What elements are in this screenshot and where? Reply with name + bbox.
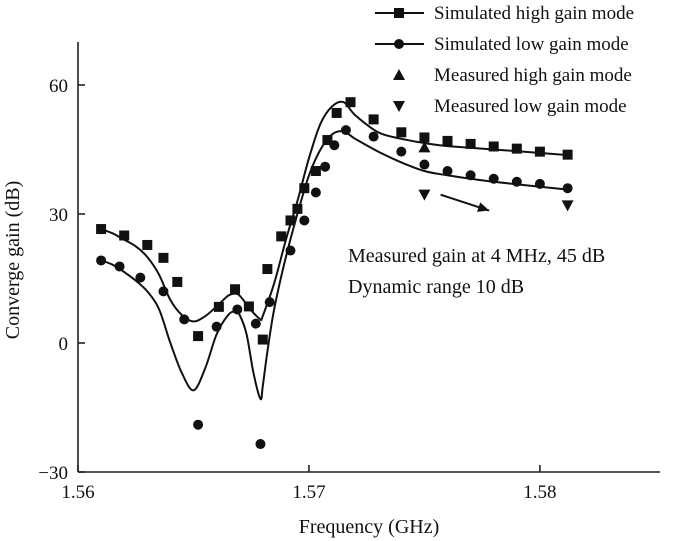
x-axis-title: Frequency (GHz) [299,516,440,538]
data-point-sim-high [262,264,273,275]
series-layer [96,97,574,450]
data-point-sim-high [465,138,476,149]
data-point-sim-low [96,255,107,266]
y-tick-label: 30 [49,205,68,226]
x-tick-label: 1.57 [292,482,325,503]
series-meas-low [418,189,574,212]
series-extra-circle [193,419,266,450]
data-point-sim-low [442,166,453,176]
data-point-sim-high [331,107,342,118]
data-point-sim-high [142,239,153,250]
legend-marker-meas-low [393,101,405,112]
data-point-sim-low [562,183,573,194]
y-tick-label: 0 [59,334,69,355]
legend-label-meas-high: Measured high gain mode [434,65,632,86]
annotation-arrow-layer [440,193,490,212]
series-meas-high [418,141,431,153]
data-point-sim-low [285,245,296,256]
data-point-meas-high [418,141,431,153]
x-tick-label: 1.56 [61,482,94,503]
legend-label-meas-low: Measured low gain mode [434,96,627,117]
data-point-sim-high [257,334,268,345]
annotation-measured-gain: Measured gain at 4 MHz, 45 dB [348,245,605,267]
data-point-sim-high [193,331,204,342]
data-point-sim-low [232,304,243,315]
data-point-sim-high [213,301,224,312]
data-point-sim-high [243,301,254,312]
data-point-sim-high [292,203,303,214]
legend-marker-meas-high [393,69,405,80]
series-line-sim-low [100,130,564,401]
data-point-sim-low [488,173,499,184]
legend-label-sim-low: Simulated low gain mode [434,34,629,55]
data-point-extra-circle [255,439,266,450]
data-point-sim-high [310,166,321,176]
data-point-sim-high [172,276,183,287]
data-point-sim-high [442,135,453,146]
data-point-sim-high [158,252,169,263]
data-point-sim-low [250,318,261,329]
data-point-sim-high [276,231,287,242]
data-point-sim-low [320,161,331,172]
data-point-sim-high [534,146,545,157]
series-line-sim-high [100,100,564,323]
series-sim-high [96,97,573,345]
data-point-sim-low [534,178,545,189]
data-point-sim-high [230,284,241,295]
data-point-sim-low [299,215,310,226]
data-point-sim-low [158,286,169,297]
data-point-sim-high [562,149,573,160]
annotation-dynamic-range: Dynamic range 10 dB [348,276,524,298]
x-tick-label: 1.58 [523,482,556,503]
y-axis-title: Converge gain (dB) [2,181,24,340]
data-point-sim-low [211,321,222,332]
data-point-sim-high [345,97,356,108]
data-point-sim-low [465,170,476,181]
legend: Simulated high gain mode Simulated low g… [375,3,634,117]
annotation-arrow-head [477,202,490,212]
y-tick-label: 60 [49,76,68,97]
data-point-sim-high [119,230,130,241]
data-point-sim-low [368,131,379,142]
y-tick-label: −30 [38,463,68,484]
series-sim-low [96,125,573,401]
data-point-sim-low [396,146,407,157]
data-point-sim-high [396,127,407,138]
data-point-sim-high [488,141,499,152]
data-point-sim-low [114,261,125,272]
data-point-sim-low [419,159,430,170]
legend-symbols [375,8,424,112]
data-point-extra-circle [193,419,204,430]
data-point-sim-high [511,143,522,154]
legend-marker-sim-high [394,8,404,18]
data-point-sim-low [310,187,321,198]
data-point-sim-low [329,140,340,151]
data-point-sim-low [340,125,351,136]
data-point-sim-high [368,114,379,125]
data-point-meas-low [418,189,431,201]
legend-marker-sim-low [394,39,404,49]
data-point-sim-high [96,224,107,235]
data-point-sim-low [511,176,522,187]
data-point-sim-low [264,297,275,308]
legend-label-sim-high: Simulated high gain mode [434,3,634,24]
data-point-meas-low [561,200,574,212]
axis-ticks: 1.56 1.57 1.58 −30 0 30 60 [38,76,556,503]
data-point-sim-low [135,272,146,283]
plot-area: 1.56 1.57 1.58 −30 0 30 60 Measured gain at 4 … [38,42,660,503]
data-point-sim-low [179,314,190,325]
data-point-sim-high [419,132,430,143]
data-point-sim-high [285,215,296,226]
